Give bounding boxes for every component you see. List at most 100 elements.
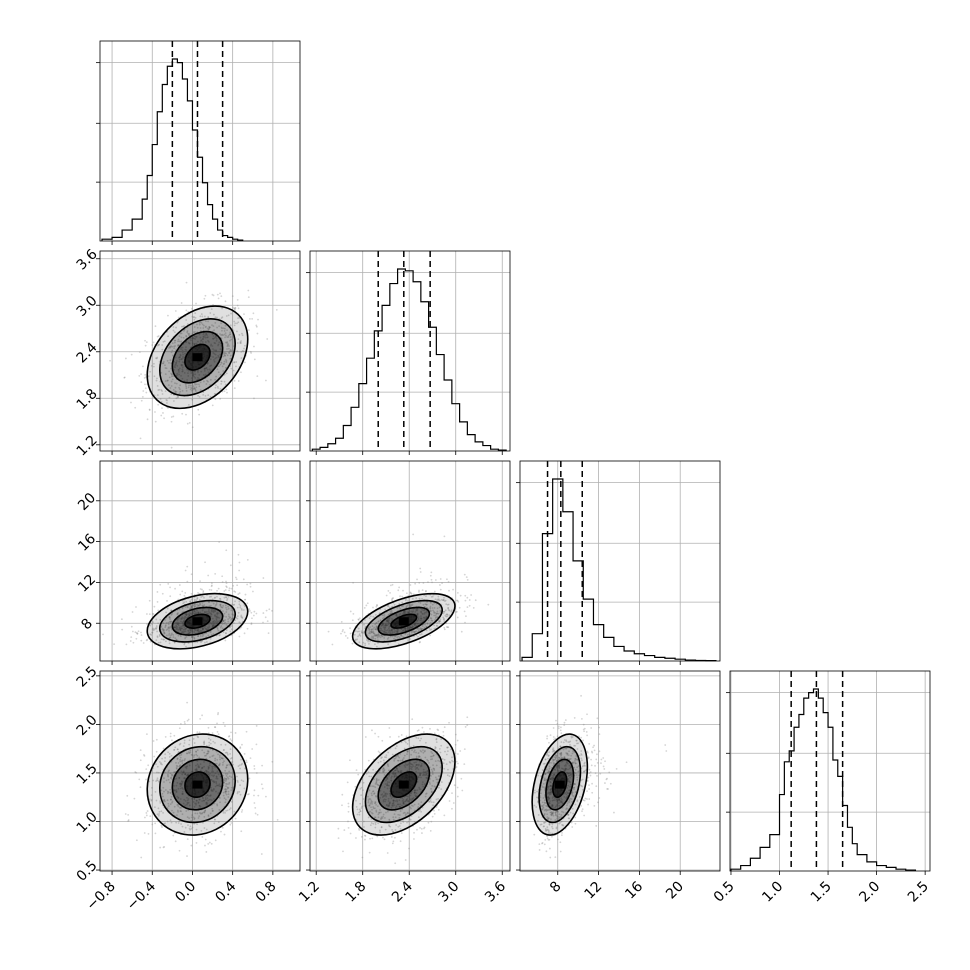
scatter-point [180,358,183,361]
scatter-point [214,609,217,612]
scatter-point [157,807,160,810]
scatter-point [239,341,242,343]
scatter-point [551,811,554,814]
scatter-point [180,348,182,351]
scatter-point [161,592,164,595]
scatter-point [376,636,379,639]
scatter-point [188,332,191,335]
scatter-point [134,771,137,773]
scatter-point [169,346,172,349]
scatter-point [221,575,224,578]
scatter-point [167,623,170,626]
scatter-point [349,759,351,762]
scatter-point [247,289,250,292]
scatter-point [181,792,184,795]
scatter-point [370,630,373,633]
scatter-point [364,642,366,645]
scatter-point [361,805,363,808]
scatter-point [194,603,197,606]
scatter-point [440,788,443,791]
scatter-point [226,348,228,350]
scatter-point [389,792,391,795]
scatter-point [236,779,239,782]
scatter-point [217,792,220,795]
scatter-point [228,735,231,737]
scatter-point [196,383,198,386]
scatter-point [420,764,423,767]
scatter-point [365,772,368,775]
scatter-point [392,799,395,802]
scatter-point [427,581,429,584]
scatter-point [148,798,151,801]
scatter-point [177,629,180,631]
scatter-point [443,758,446,761]
scatter-point [544,773,547,775]
scatter-point [420,801,423,803]
scatter-point [191,389,193,392]
scatter-point [221,610,224,613]
scatter-point [401,800,404,802]
scatter-point [266,338,269,340]
scatter-point [446,578,448,581]
scatter-point [373,626,376,629]
scatter-point [417,764,420,767]
scatter-point [135,771,138,774]
scatter-point [173,793,176,795]
scatter-point [402,798,405,801]
scatter-point [203,815,206,818]
scatter-point [416,614,419,616]
scatter-point [173,734,176,737]
scatter-point [213,822,216,825]
scatter-point [256,332,259,335]
scatter-point [207,610,210,613]
scatter-point [136,632,139,635]
scatter-point [340,632,342,635]
scatter-point [211,584,213,587]
scatter-point [190,384,192,387]
scatter-point [433,590,436,593]
scatter-point [378,771,381,774]
scatter-point [591,782,593,785]
scatter-point [400,769,403,772]
scatter-point [180,783,183,785]
scatter-point [394,775,396,778]
scatter-point [163,845,166,848]
scatter-point [127,819,130,821]
scatter-point [168,629,170,632]
scatter-point [243,632,246,635]
scatter-point [409,762,412,764]
scatter-point [343,631,346,634]
scatter-point [453,784,456,787]
scatter-point [200,812,203,815]
scatter-point [421,627,424,630]
scatter-point [391,828,394,831]
histogram-panel-p1 [306,250,511,455]
scatter-point [586,798,588,800]
scatter-point [218,634,221,637]
scatter-point [391,772,394,775]
scatter-point [422,731,425,733]
scatter-point [564,792,567,795]
scatter-point [232,622,235,624]
scatter-point [405,741,407,744]
scatter-point [210,308,213,311]
scatter-point [427,800,430,803]
scatter-point [134,406,137,409]
scatter-point [227,786,230,789]
scatter-point [246,583,249,586]
scatter-point [380,629,383,632]
scatter-point [216,616,219,618]
scatter-point [123,376,126,379]
scatter-point [177,762,180,764]
scatter-point [205,632,208,635]
scatter-point [209,756,211,758]
scatter-point [371,635,373,638]
scatter-point [383,795,386,798]
scatter-point [392,818,395,821]
scatter-point [175,764,178,767]
scatter-point [126,794,129,797]
scatter-point [196,323,198,326]
scatter-point [181,793,184,795]
scatter-point [177,344,180,347]
scatter-point [160,762,162,764]
